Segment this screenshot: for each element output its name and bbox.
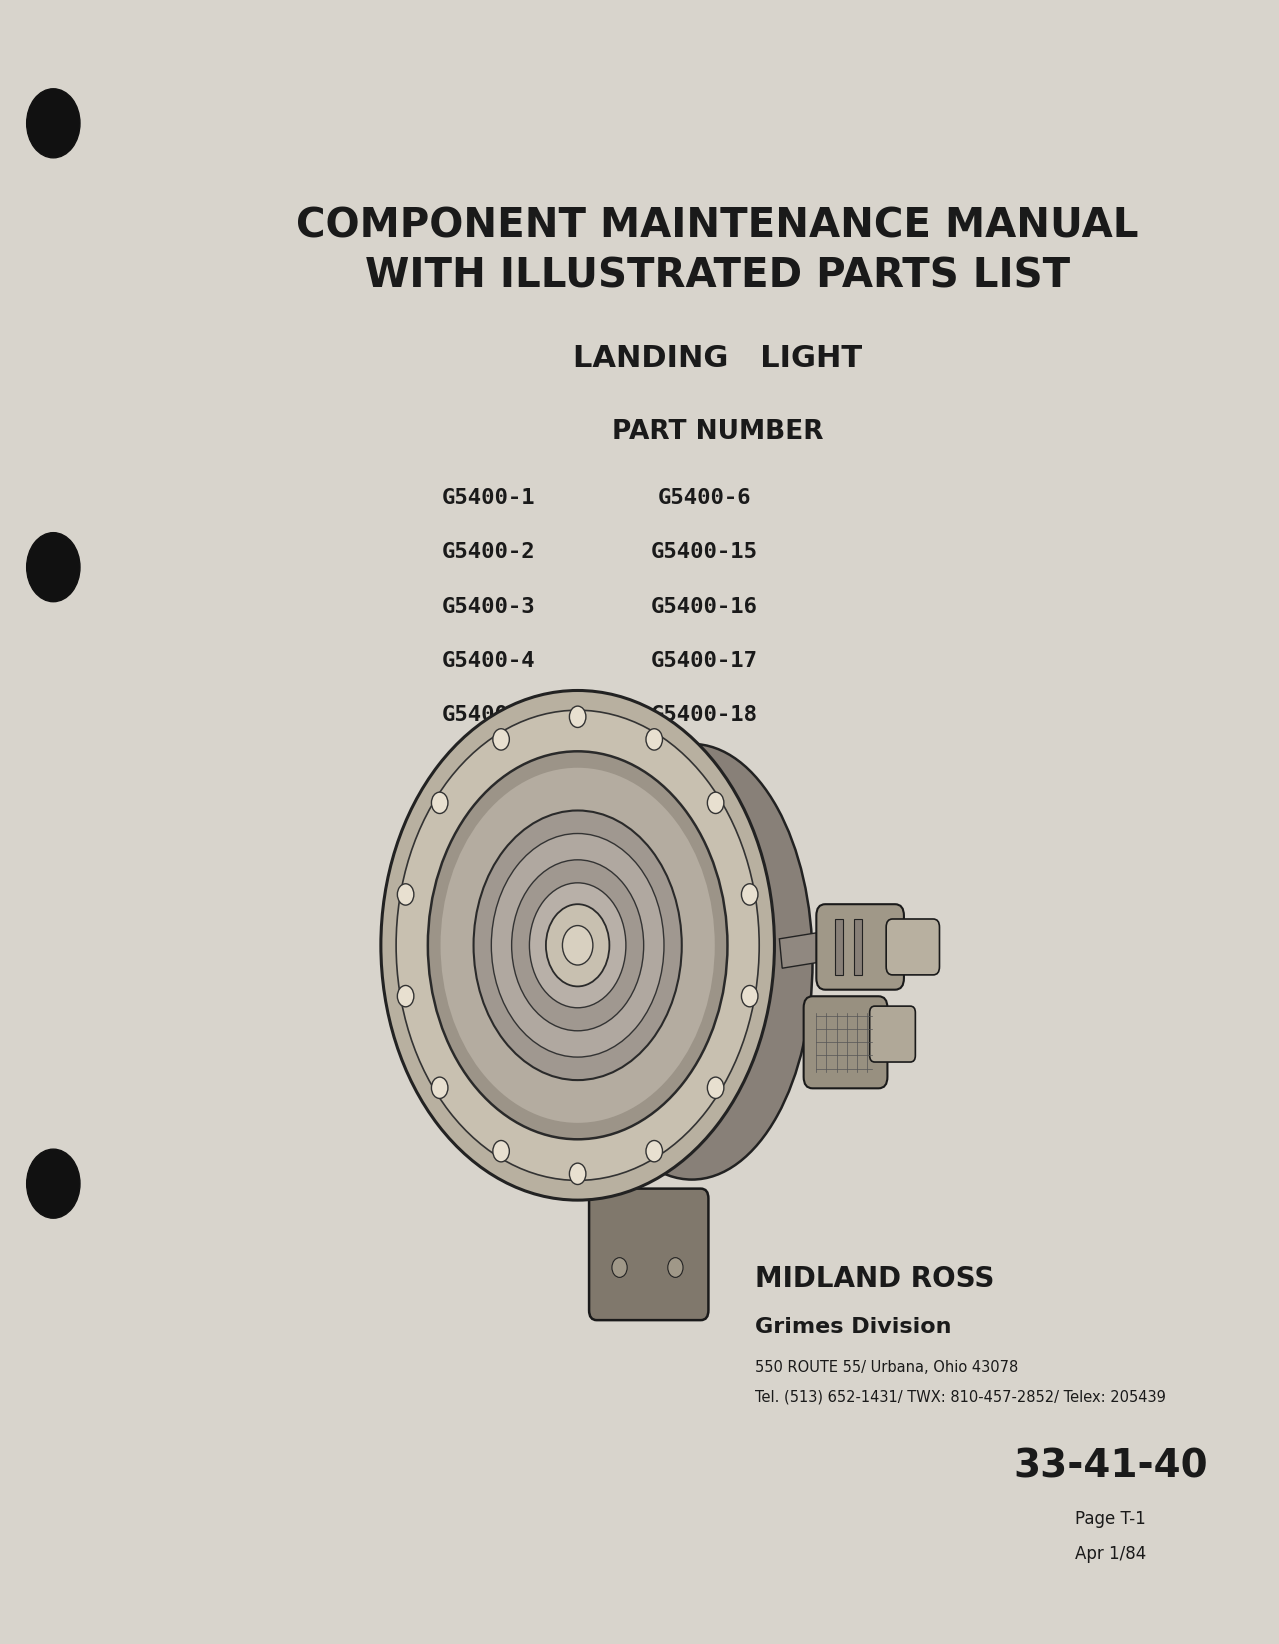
Circle shape — [569, 1164, 586, 1184]
Circle shape — [611, 1258, 627, 1277]
Circle shape — [27, 1149, 81, 1218]
Text: Tel. (513) 652-1431/ TWX: 810-457-2852/ Telex: 205439: Tel. (513) 652-1431/ TWX: 810-457-2852/ … — [756, 1389, 1166, 1406]
Bar — [835, 919, 843, 975]
Circle shape — [742, 985, 758, 1006]
Text: COMPONENT MAINTENANCE MANUAL: COMPONENT MAINTENANCE MANUAL — [295, 207, 1138, 247]
Text: 550 ROUTE 55/ Urbana, Ohio 43078: 550 ROUTE 55/ Urbana, Ohio 43078 — [756, 1360, 1018, 1376]
Text: G5400-18: G5400-18 — [651, 705, 758, 725]
Circle shape — [563, 926, 593, 965]
Text: Page T-1: Page T-1 — [1076, 1511, 1146, 1527]
Circle shape — [473, 810, 682, 1080]
FancyBboxPatch shape — [870, 1006, 916, 1062]
Text: G5400-16: G5400-16 — [651, 597, 758, 616]
Text: 33-41-40: 33-41-40 — [1013, 1447, 1209, 1486]
Circle shape — [492, 1141, 509, 1162]
Circle shape — [398, 884, 414, 906]
Circle shape — [396, 710, 760, 1180]
Circle shape — [707, 792, 724, 814]
Circle shape — [569, 705, 586, 727]
Text: G5400-3: G5400-3 — [443, 597, 536, 616]
Circle shape — [398, 985, 414, 1006]
Circle shape — [428, 751, 728, 1139]
Text: G5400-5: G5400-5 — [443, 705, 536, 725]
Circle shape — [530, 883, 625, 1008]
Circle shape — [27, 533, 81, 602]
FancyBboxPatch shape — [590, 1189, 709, 1320]
Text: MIDLAND ROSS: MIDLAND ROSS — [756, 1264, 995, 1294]
Circle shape — [491, 834, 664, 1057]
Circle shape — [668, 1258, 683, 1277]
Ellipse shape — [572, 743, 812, 1180]
FancyBboxPatch shape — [803, 996, 888, 1088]
Circle shape — [381, 690, 775, 1200]
Text: G5400-15: G5400-15 — [651, 543, 758, 562]
Circle shape — [707, 1077, 724, 1098]
Text: PART NUMBER: PART NUMBER — [611, 419, 824, 446]
FancyArrow shape — [779, 931, 833, 968]
Circle shape — [27, 89, 81, 158]
Circle shape — [512, 860, 643, 1031]
Text: Grimes Division: Grimes Division — [756, 1317, 952, 1337]
Text: WITH ILLUSTRATED PARTS LIST: WITH ILLUSTRATED PARTS LIST — [365, 256, 1069, 296]
Text: G5400-4: G5400-4 — [443, 651, 536, 671]
Circle shape — [546, 904, 609, 986]
Circle shape — [440, 768, 715, 1123]
Circle shape — [492, 728, 509, 750]
Bar — [854, 919, 862, 975]
Circle shape — [431, 1077, 448, 1098]
Text: G5400-6: G5400-6 — [657, 488, 752, 508]
Circle shape — [646, 1141, 663, 1162]
FancyBboxPatch shape — [886, 919, 940, 975]
FancyBboxPatch shape — [816, 904, 904, 990]
Text: G5400-2: G5400-2 — [443, 543, 536, 562]
Text: Apr 1/84: Apr 1/84 — [1076, 1545, 1146, 1562]
Circle shape — [431, 792, 448, 814]
Text: LANDING   LIGHT: LANDING LIGHT — [573, 344, 862, 373]
Circle shape — [742, 884, 758, 906]
Text: G5400-17: G5400-17 — [651, 651, 758, 671]
Text: G5400-1: G5400-1 — [443, 488, 536, 508]
Circle shape — [646, 728, 663, 750]
